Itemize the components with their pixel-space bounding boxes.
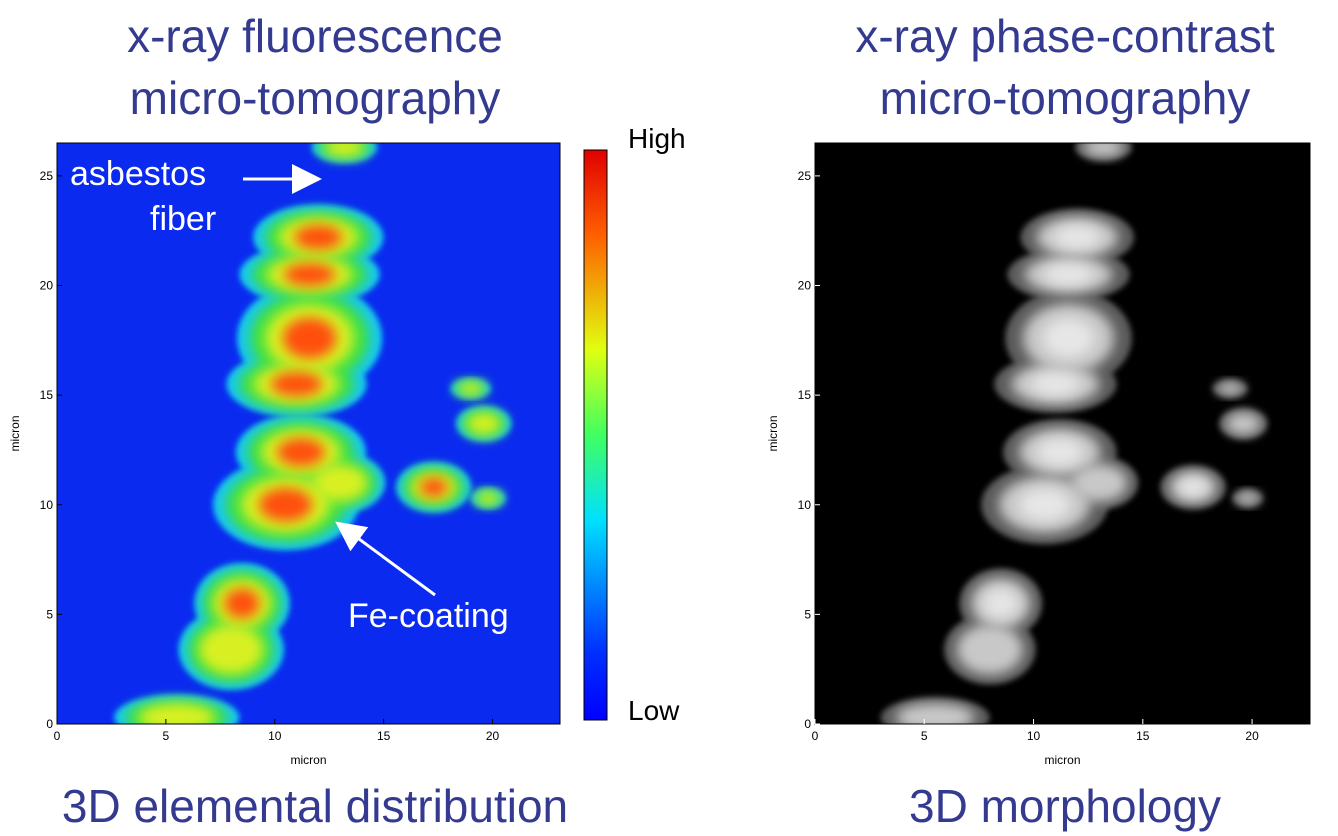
image bbox=[880, 143, 1268, 724]
x-tick-label: 0 bbox=[54, 729, 61, 743]
x-tick-label: 20 bbox=[1245, 729, 1259, 743]
y-tick-label: 0 bbox=[804, 717, 811, 731]
plot-frame bbox=[56, 142, 561, 725]
blob bbox=[1054, 225, 1100, 249]
arrow bbox=[335, 521, 436, 597]
blob bbox=[1236, 491, 1259, 505]
blob bbox=[1179, 478, 1207, 496]
y-axis-label: micron bbox=[766, 415, 780, 451]
blob bbox=[312, 464, 368, 502]
blob bbox=[458, 382, 483, 395]
blob bbox=[1083, 143, 1124, 157]
blob bbox=[277, 438, 325, 466]
x-tick-label: 20 bbox=[486, 729, 500, 743]
colorbar-high: High bbox=[628, 123, 686, 154]
blob bbox=[984, 589, 1018, 618]
x-tick-label: 5 bbox=[921, 729, 928, 743]
y-tick-label: 5 bbox=[804, 607, 811, 621]
blob bbox=[224, 588, 260, 619]
annotation: Fe-coating bbox=[348, 597, 509, 635]
y-tick-label: 10 bbox=[40, 498, 54, 512]
y-tick-label: 20 bbox=[798, 279, 812, 293]
blob bbox=[1044, 264, 1093, 286]
blob bbox=[1070, 463, 1128, 502]
colorbar-low: Low bbox=[628, 695, 680, 726]
blob bbox=[956, 624, 1023, 675]
x-tick-label: 15 bbox=[1136, 729, 1150, 743]
blob bbox=[477, 492, 499, 505]
blob bbox=[1217, 382, 1243, 395]
panel-caption: 3D morphology bbox=[909, 780, 1221, 832]
panel-title: x-ray fluorescence bbox=[127, 10, 503, 62]
panel-caption: 3D elemental distribution bbox=[62, 780, 568, 832]
x-tick-label: 5 bbox=[163, 729, 170, 743]
plot-frame bbox=[814, 142, 1311, 725]
panel-title: x-ray phase-contrast bbox=[855, 10, 1274, 62]
blob bbox=[1043, 318, 1094, 358]
blob bbox=[283, 317, 337, 359]
blob bbox=[467, 412, 501, 435]
x-axis-label: micron bbox=[290, 753, 326, 767]
image bbox=[114, 143, 512, 724]
colorbar bbox=[583, 149, 608, 721]
y-tick-label: 25 bbox=[40, 169, 54, 183]
y-tick-label: 15 bbox=[40, 388, 54, 402]
blob bbox=[294, 225, 343, 250]
blob bbox=[324, 143, 365, 157]
y-tick-label: 0 bbox=[46, 717, 53, 731]
y-tick-label: 25 bbox=[798, 169, 812, 183]
blob bbox=[259, 488, 313, 522]
blob bbox=[1037, 438, 1083, 466]
x-tick-label: 10 bbox=[268, 729, 282, 743]
x-tick-label: 15 bbox=[377, 729, 391, 743]
y-tick-label: 15 bbox=[798, 388, 812, 402]
blob bbox=[270, 372, 323, 397]
y-axis-label: micron bbox=[8, 415, 22, 451]
y-tick-label: 5 bbox=[46, 607, 53, 621]
y-tick-label: 20 bbox=[40, 279, 54, 293]
blob bbox=[1019, 488, 1070, 521]
blob bbox=[283, 263, 336, 286]
blob bbox=[419, 478, 448, 497]
x-tick-label: 10 bbox=[1027, 729, 1041, 743]
blob bbox=[1226, 412, 1261, 435]
annotation: asbestos bbox=[70, 155, 206, 193]
blob bbox=[138, 703, 215, 724]
blob bbox=[1030, 372, 1080, 396]
panel-title: micro-tomography bbox=[130, 72, 501, 124]
y-tick-label: 10 bbox=[798, 498, 812, 512]
blob bbox=[199, 624, 264, 675]
panel-title: micro-tomography bbox=[880, 72, 1251, 124]
annotation: fiber bbox=[150, 200, 216, 238]
blob bbox=[895, 703, 975, 724]
x-axis-label: micron bbox=[1044, 753, 1080, 767]
x-tick-label: 0 bbox=[812, 729, 819, 743]
